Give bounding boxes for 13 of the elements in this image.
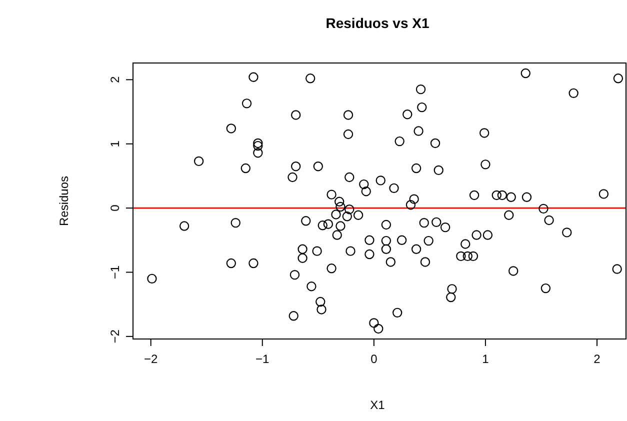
y-tick-label: 0: [108, 204, 122, 212]
chart-title: Residuos vs X1: [326, 15, 430, 31]
x-tick-label: 2: [594, 352, 601, 366]
x-tick-label: −2: [144, 352, 158, 366]
y-tick-label: 1: [108, 140, 122, 148]
x-tick-label: 1: [482, 352, 490, 366]
x-tick-label: 0: [370, 352, 378, 366]
x-tick-label: −1: [256, 352, 270, 366]
y-tick-label: 2: [108, 76, 122, 84]
y-tick-label: −2: [108, 329, 122, 344]
y-tick-label: −1: [108, 265, 122, 280]
y-axis-title: Residuos: [57, 176, 71, 226]
x-axis-title: X1: [370, 398, 386, 412]
